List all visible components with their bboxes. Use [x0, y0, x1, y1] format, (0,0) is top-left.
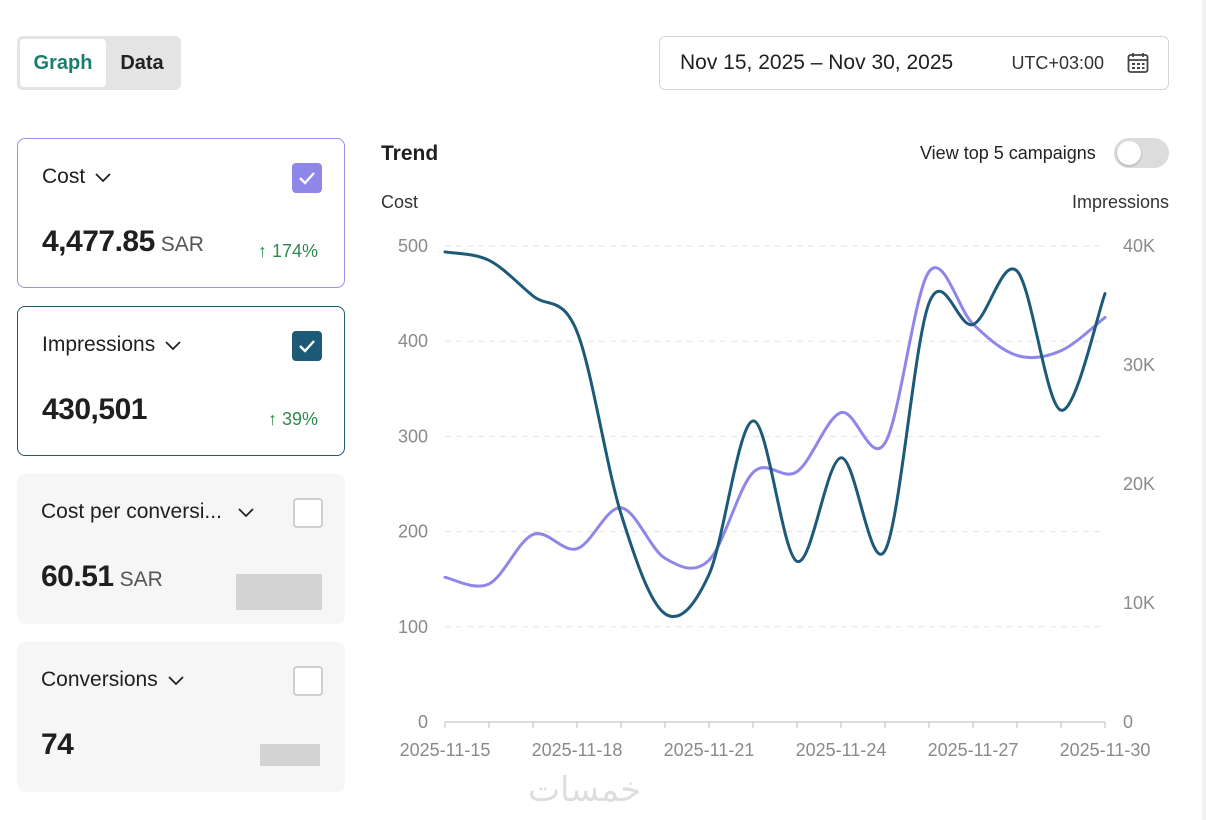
chevron-down-icon	[238, 508, 254, 518]
graph-tab[interactable]: Graph	[20, 39, 106, 87]
metric-checkbox-impressions[interactable]	[292, 331, 322, 361]
change-placeholder	[260, 744, 320, 766]
y-left-tick-label: 400	[398, 331, 428, 351]
metric-value: 430,501	[42, 393, 147, 426]
series-line-cost	[443, 266, 1107, 588]
y-right-tick-label: 40K	[1123, 236, 1155, 256]
x-tick-label: 2025-11-15	[400, 740, 491, 760]
metric-card-cost[interactable]: Cost 4,477.85 SAR ↑ 174%	[17, 138, 345, 288]
timezone-text: UTC+03:00	[1011, 52, 1104, 73]
change-placeholder	[236, 574, 322, 610]
y-axis-right-title: Impressions	[1071, 192, 1169, 212]
view-toggle: Graph Data	[17, 36, 181, 90]
metric-dropdown-impressions[interactable]: Impressions	[42, 333, 183, 357]
metric-card-impressions[interactable]: Impressions 430,501 ↑ 39%	[17, 306, 345, 456]
data-tab[interactable]: Data	[120, 51, 164, 74]
y-left-tick-label: 0	[418, 712, 428, 732]
metric-dropdown-conversions[interactable]: Conversions	[41, 668, 186, 692]
chevron-down-icon	[95, 173, 111, 183]
y-axis-left-title: Cost	[381, 192, 419, 212]
y-right-tick-label: 10K	[1123, 593, 1155, 613]
x-tick-label: 2025-11-21	[664, 740, 755, 760]
trend-chart: 0 100 200 300 400 500 0 10K 20K 30K 40K 2025-11-15 2…	[398, 236, 1155, 760]
metric-unit: SAR	[119, 568, 163, 591]
y-right-tick-label: 20K	[1123, 474, 1155, 494]
x-tick-label: 2025-11-18	[532, 740, 623, 760]
metric-dropdown-cost[interactable]: Cost	[42, 165, 113, 189]
metric-card-cost-per-conversion[interactable]: Cost per conversi... 60.51 SAR	[17, 474, 345, 624]
y-right-tick-label: 0	[1123, 712, 1133, 732]
metric-checkbox-conversions[interactable]	[293, 666, 323, 696]
watermark-logo: خمسات	[528, 770, 642, 810]
metric-checkbox-cost[interactable]	[292, 163, 322, 193]
trend-title: Trend	[381, 142, 439, 165]
metric-change: ↑ 174%	[257, 241, 318, 261]
x-tick-label: 2025-11-27	[928, 740, 1019, 760]
metric-change: ↑ 39%	[267, 409, 318, 429]
metric-value: 74	[41, 728, 74, 761]
metric-label: Conversions	[41, 668, 158, 691]
calendar-icon[interactable]	[1126, 51, 1150, 75]
metric-label: Cost	[42, 165, 86, 188]
metric-dropdown-cost-per-conversion[interactable]: Cost per conversi...	[41, 500, 256, 524]
chevron-down-icon	[165, 341, 181, 351]
metric-unit: SAR	[160, 233, 204, 256]
check-icon	[299, 172, 315, 185]
y-left-tick-label: 100	[398, 617, 428, 637]
top5-switch[interactable]	[1114, 138, 1169, 168]
metric-value: 60.51 SAR	[41, 560, 163, 593]
date-range-text: Nov 15, 2025 – Nov 30, 2025	[680, 51, 954, 74]
y-left-tick-label: 300	[398, 426, 428, 446]
metric-value: 4,477.85 SAR	[42, 225, 204, 258]
date-range-picker[interactable]: Nov 15, 2025 – Nov 30, 2025 UTC+03:00	[659, 36, 1169, 90]
check-icon	[299, 340, 315, 353]
top5-label: View top 5 campaigns	[920, 143, 1096, 163]
y-left-tick-label: 200	[398, 522, 428, 542]
page-edge	[1202, 0, 1206, 820]
chevron-down-icon	[168, 676, 184, 686]
x-tick-label: 2025-11-30	[1060, 740, 1151, 760]
y-left-tick-label: 500	[398, 236, 428, 256]
switch-knob	[1117, 141, 1141, 165]
metric-checkbox-cost-per-conversion[interactable]	[293, 498, 323, 528]
metric-card-conversions[interactable]: Conversions 74	[17, 642, 345, 792]
series-line-impressions	[443, 250, 1107, 619]
metric-label: Cost per conversi...	[41, 500, 222, 523]
metric-label: Impressions	[42, 333, 156, 356]
y-right-tick-label: 30K	[1123, 355, 1155, 375]
x-tick-label: 2025-11-24	[796, 740, 887, 760]
